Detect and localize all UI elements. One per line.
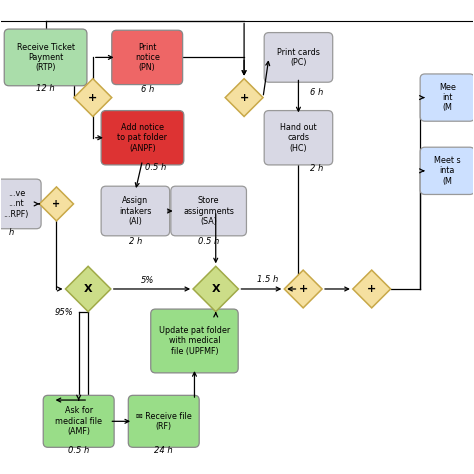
Text: 0.5 h: 0.5 h: [68, 446, 89, 455]
Text: Print cards
(PC): Print cards (PC): [277, 48, 320, 67]
Polygon shape: [284, 270, 322, 308]
Text: Receive Ticket
Payment
(RTP): Receive Ticket Payment (RTP): [17, 43, 74, 73]
Text: +: +: [299, 284, 308, 294]
Polygon shape: [353, 270, 391, 308]
FancyBboxPatch shape: [264, 110, 333, 165]
Text: Meet s
inta
(M: Meet s inta (M: [434, 156, 461, 186]
Text: Ask for
medical file
(AMF): Ask for medical file (AMF): [55, 406, 102, 436]
Text: +: +: [53, 199, 61, 209]
FancyBboxPatch shape: [101, 110, 184, 165]
Text: Mee
int
(M: Mee int (M: [439, 82, 456, 112]
Text: Assign
intakers
(AI): Assign intakers (AI): [119, 196, 152, 226]
Text: X: X: [84, 284, 92, 294]
Text: 95%: 95%: [55, 308, 74, 317]
FancyBboxPatch shape: [420, 147, 474, 194]
Text: 2 h: 2 h: [310, 164, 323, 173]
Text: +: +: [367, 284, 376, 294]
FancyBboxPatch shape: [264, 33, 333, 82]
Text: Add notice
to pat folder
(ANPF): Add notice to pat folder (ANPF): [118, 123, 167, 153]
Text: 12 h: 12 h: [36, 83, 55, 92]
Polygon shape: [65, 266, 111, 312]
FancyBboxPatch shape: [128, 395, 199, 447]
Text: 1.5 h: 1.5 h: [257, 275, 278, 284]
FancyBboxPatch shape: [0, 179, 41, 229]
FancyBboxPatch shape: [112, 30, 182, 84]
FancyBboxPatch shape: [4, 29, 87, 86]
Text: 6 h: 6 h: [141, 85, 154, 94]
Polygon shape: [225, 79, 263, 117]
Text: Hand out
cards
(HC): Hand out cards (HC): [280, 123, 317, 153]
Text: 2 h: 2 h: [129, 237, 142, 246]
Polygon shape: [39, 187, 73, 221]
Text: Print
notice
(PN): Print notice (PN): [135, 43, 160, 73]
Text: X: X: [211, 284, 220, 294]
FancyBboxPatch shape: [101, 186, 170, 236]
Text: Update pat folder
with medical
file (UPFMF): Update pat folder with medical file (UPF…: [159, 326, 230, 356]
Polygon shape: [74, 79, 112, 117]
FancyBboxPatch shape: [151, 309, 238, 373]
Polygon shape: [193, 266, 238, 312]
Text: ✉ Receive file
(RF): ✉ Receive file (RF): [136, 411, 191, 431]
FancyBboxPatch shape: [171, 186, 246, 236]
Text: 0.5 h: 0.5 h: [145, 163, 166, 172]
Text: +: +: [88, 92, 98, 102]
Text: +: +: [239, 92, 249, 102]
Text: 5%: 5%: [140, 276, 154, 285]
Text: 6 h: 6 h: [310, 88, 323, 97]
Text: Store
assignments
(SA): Store assignments (SA): [183, 196, 234, 226]
Text: h: h: [9, 228, 14, 237]
Text: ...ve
...nt
...RPF): ...ve ...nt ...RPF): [4, 189, 29, 219]
Text: 24 h: 24 h: [155, 446, 173, 455]
Text: 0.5 h: 0.5 h: [198, 237, 219, 246]
FancyBboxPatch shape: [420, 74, 474, 121]
FancyBboxPatch shape: [43, 395, 114, 447]
